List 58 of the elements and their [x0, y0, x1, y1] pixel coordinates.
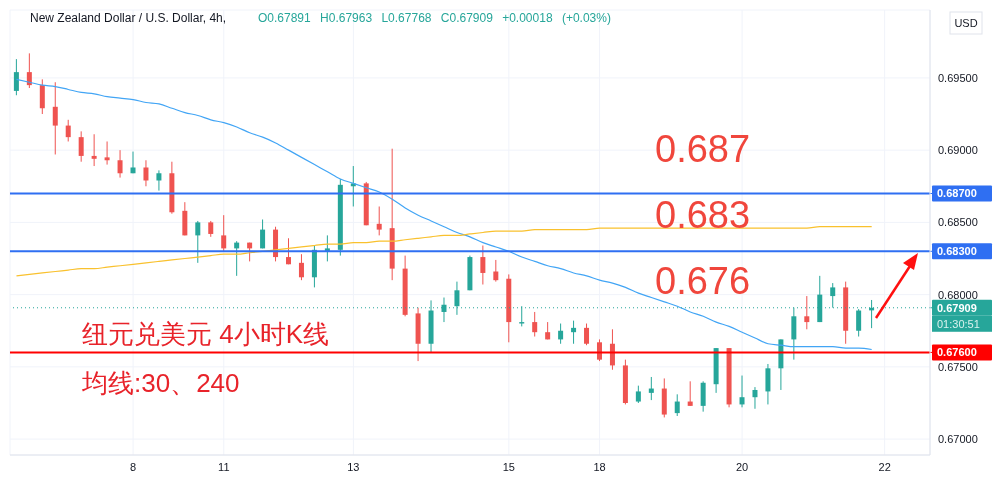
chart-subtitle: O0.67891 H0.67963 L0.67768 C0.67909 +0.00018 (+0.03%) — [258, 11, 611, 25]
candlestick — [78, 130, 84, 163]
candlestick — [298, 253, 304, 281]
candlestick — [260, 219, 266, 249]
candlestick — [13, 58, 19, 96]
candlestick — [752, 386, 758, 410]
candlestick — [117, 149, 123, 179]
candlestick — [804, 295, 810, 330]
candlestick — [39, 78, 45, 115]
candlestick — [156, 169, 162, 192]
x-tick-label: 20 — [735, 460, 749, 473]
x-tick-label: 13 — [347, 460, 360, 473]
y-tick-label: 0.69000 — [938, 144, 978, 157]
candlestick — [26, 52, 32, 89]
candlestick — [195, 220, 201, 264]
x-tick-label: 22 — [878, 460, 891, 473]
candlestick — [765, 363, 771, 405]
candlestick — [674, 393, 680, 417]
candlestick — [532, 311, 538, 338]
y-tick-label: 0.69500 — [938, 71, 978, 84]
candlestick — [65, 119, 71, 142]
candlestick — [52, 81, 58, 155]
annotation: 纽元兑美元 4小时K线 — [82, 319, 330, 349]
ref-line-label: 0.68700 — [937, 187, 977, 200]
candlestick — [104, 140, 110, 166]
y-tick-label: 0.67000 — [938, 433, 978, 446]
candlestick — [221, 214, 227, 252]
ref-line-label: 0.67600 — [937, 346, 977, 359]
candlestick — [687, 380, 693, 407]
candlestick — [376, 205, 382, 236]
candlestick — [700, 380, 706, 413]
y-axis-title: USD — [954, 17, 978, 29]
annotation: 0.683 — [655, 194, 751, 237]
candlestick — [286, 237, 291, 265]
candlestick — [558, 323, 564, 345]
annotation: 均线:30、240 — [81, 368, 240, 398]
candlestick — [493, 259, 499, 283]
y-tick-label: 0.67500 — [938, 360, 978, 373]
ref-line-label: 0.67909 — [937, 301, 977, 314]
chart-title: New Zealand Dollar / U.S. Dollar, 4h, — [30, 11, 227, 25]
candlestick — [571, 320, 577, 345]
annotation: 0.676 — [655, 260, 751, 303]
candlestick — [480, 245, 486, 286]
candlestick — [584, 323, 590, 346]
annotation: 0.687 — [655, 128, 751, 171]
y-tick-label: 0.68500 — [938, 216, 978, 229]
x-tick-label: 15 — [502, 460, 515, 473]
x-tick-label: 11 — [218, 460, 230, 473]
candlestick — [91, 133, 97, 167]
ref-line-label: 0.68300 — [937, 245, 977, 258]
candlestick — [648, 376, 654, 401]
text: 01:30:51 — [937, 317, 980, 330]
x-tick-label: 18 — [593, 460, 606, 473]
x-tick-label: 8 — [130, 460, 137, 473]
y-tick-label: 0.68000 — [938, 288, 978, 301]
candlestick — [739, 375, 745, 408]
candlestick — [143, 159, 149, 187]
candlestick — [856, 308, 862, 338]
